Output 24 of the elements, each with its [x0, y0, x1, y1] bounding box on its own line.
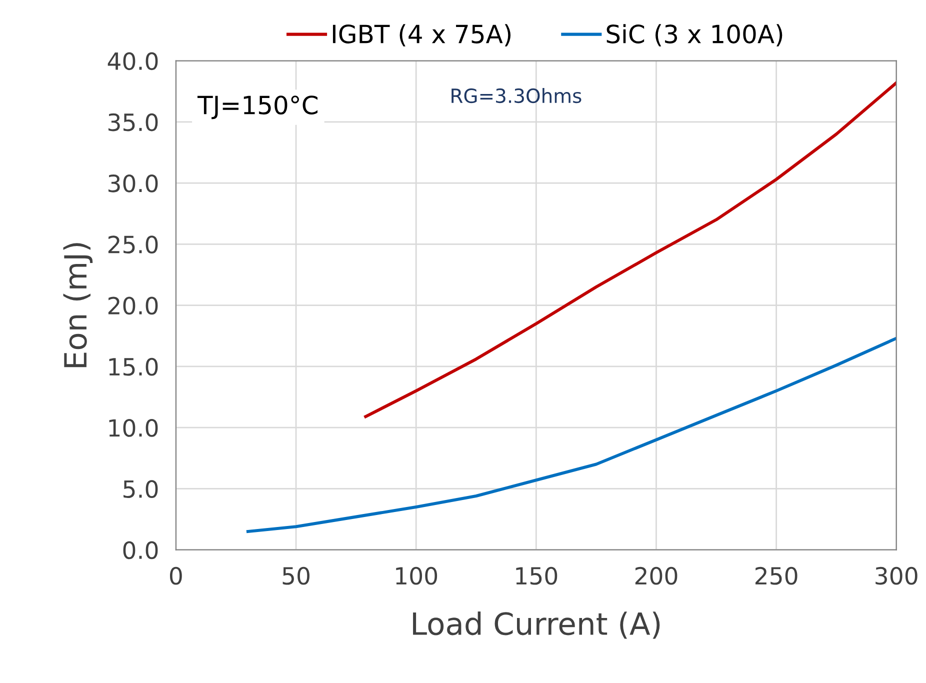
x-tick-label: 150 [516, 566, 558, 585]
legend-label: IGBT (4 x 75A) [332, 24, 510, 46]
y-tick-label: 40.0 [108, 52, 158, 70]
y-tick-label: 15.0 [109, 358, 158, 376]
x-tick-label: 100 [396, 566, 438, 585]
x-tick-label: 0 [170, 566, 182, 585]
annotation: TJ=150°C [197, 96, 318, 120]
annotation: RG=3.3Ohms [452, 88, 582, 104]
line-series [246, 336, 896, 534]
y-tick-label: 35.0 [108, 113, 158, 132]
y-axis-title: Eon (mJ) [63, 243, 93, 368]
y-tick-label: 30.0 [108, 174, 158, 192]
y-tick-label: 20.0 [108, 296, 158, 315]
x-tick-label: 50 [282, 566, 310, 585]
y-tick-label: 0.0 [123, 541, 158, 560]
y-tick-label: 10.0 [109, 419, 158, 437]
y-tick-label: 5.0 [124, 480, 158, 498]
line-series [364, 81, 896, 418]
x-tick-label: 250 [755, 566, 798, 585]
x-tick-label: 200 [635, 566, 678, 585]
legend-label: SiC (3 x 100A) [606, 24, 782, 46]
x-axis-title: Load Current (A) [413, 612, 660, 639]
x-tick-label: 300 [876, 566, 918, 585]
y-tick-label: 25.0 [108, 236, 158, 254]
